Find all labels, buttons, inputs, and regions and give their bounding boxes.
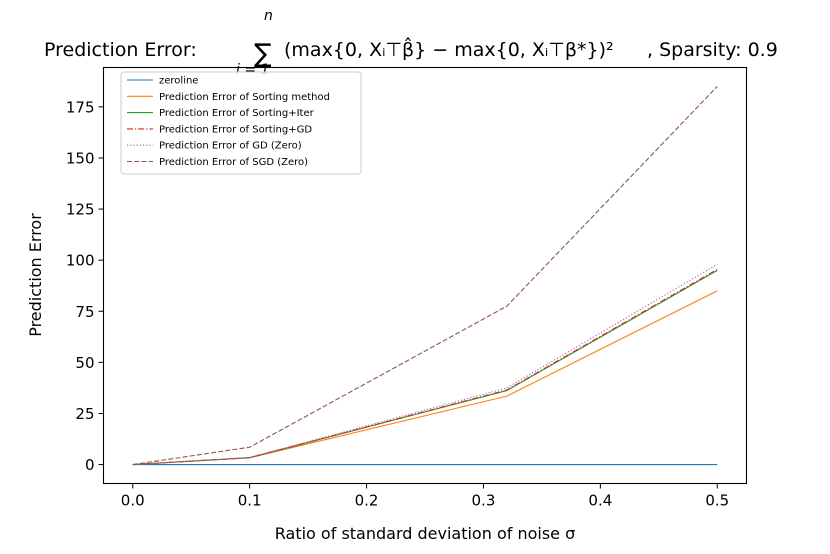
legend-label-1: Prediction Error of Sorting method [159, 92, 330, 103]
y-tick-label: 125 [66, 201, 95, 219]
y-axis-label: Prediction Error [26, 213, 45, 337]
y-tick-label: 175 [66, 98, 95, 116]
legend-label-5: Prediction Error of SGD (Zero) [159, 157, 308, 168]
x-axis-ticks: 0.0 0.1 0.2 0.3 0.4 0.5 [121, 483, 729, 510]
x-tick-label: 0.2 [355, 492, 379, 510]
series-line-4 [132, 263, 718, 466]
title-suffix: , Sparsity: 0.9 [647, 39, 778, 61]
legend: zeroline Prediction Error of Sorting meth… [120, 71, 362, 175]
x-axis-label: Ratio of standard deviation of noise σ [275, 524, 575, 543]
y-tick-label: 25 [75, 405, 94, 423]
y-axis-ticks: 0 25 50 75 100 125 150 175 [66, 98, 104, 474]
x-tick-label: 0.3 [472, 492, 496, 510]
legend-label-2: Prediction Error of Sorting+Iter [159, 108, 315, 119]
x-tick-label: 0.4 [588, 492, 612, 510]
legend-label-0: zeroline [159, 76, 198, 87]
y-tick-label: 100 [66, 252, 95, 270]
title-formula-body: (max{0, Xᵢ⊤β̂} − max{0, Xᵢ⊤β*})² [284, 37, 614, 61]
title-sum-upper: n [264, 8, 273, 24]
x-tick-label: 0.1 [238, 492, 262, 510]
legend-label-4: Prediction Error of GD (Zero) [159, 141, 302, 152]
y-tick-label: 50 [75, 354, 94, 372]
axes-frame [102, 66, 748, 485]
x-tick-label: 0.0 [121, 492, 145, 510]
chart-title: Prediction Error: ∑ n i = 1 (max{0, Xᵢ⊤β… [44, 8, 778, 78]
y-tick-label: 75 [75, 303, 94, 321]
x-tick-label: 0.5 [705, 492, 729, 510]
title-prefix: Prediction Error: [44, 39, 203, 61]
series-line-5 [132, 86, 718, 466]
title-sum-symbol: ∑ [254, 39, 272, 69]
y-tick-label: 0 [85, 456, 95, 474]
legend-label-3: Prediction Error of Sorting+GD [159, 124, 312, 135]
y-tick-label: 150 [66, 149, 95, 167]
legend-box [120, 71, 362, 175]
series-group [132, 86, 718, 466]
